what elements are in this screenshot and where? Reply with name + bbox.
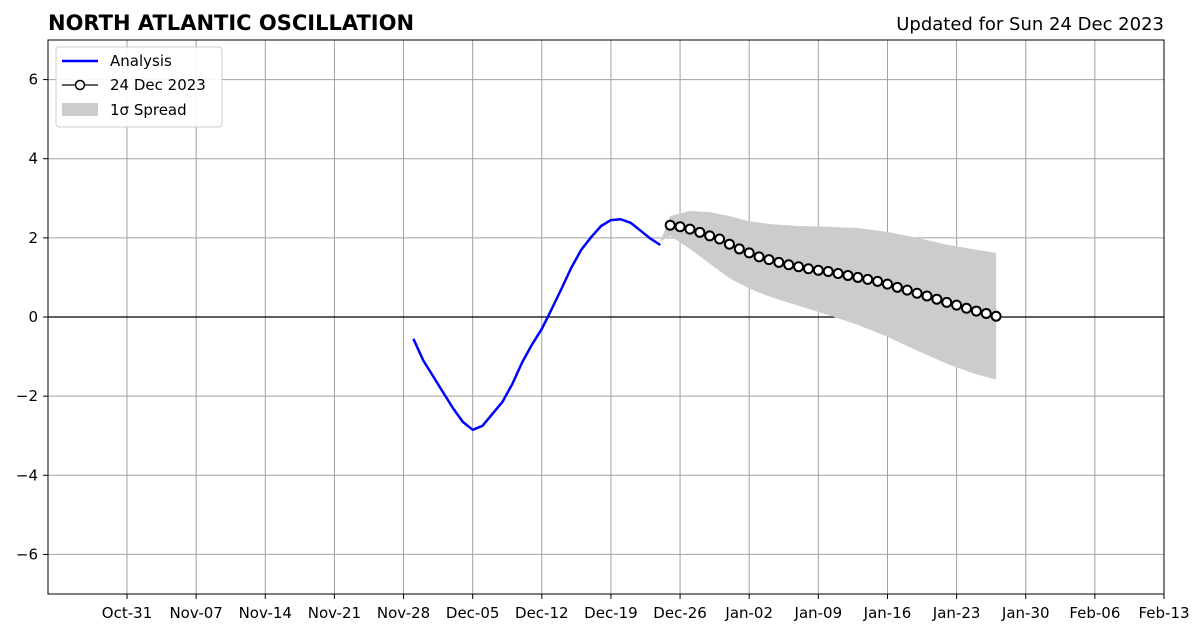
y-tick-label: −6 — [16, 545, 38, 563]
x-tick-label: Jan-23 — [932, 604, 981, 622]
x-tick-label: Feb-13 — [1138, 604, 1189, 622]
forecast-point — [783, 259, 795, 271]
forecast-point — [872, 275, 884, 287]
y-axis: −6 −4 −2 0 2 4 6 — [16, 71, 48, 563]
y-tick-label: 6 — [28, 71, 38, 89]
forecast-point — [862, 273, 874, 285]
forecast-point — [852, 271, 864, 283]
chart-title: NORTH ATLANTIC OSCILLATION — [48, 11, 414, 35]
forecast-point — [773, 256, 785, 268]
y-tick-label: 4 — [28, 150, 38, 168]
y-tick-label: 0 — [28, 308, 38, 326]
forecast-point — [921, 290, 933, 302]
forecast-point — [793, 261, 805, 273]
forecast-point — [881, 278, 893, 290]
x-tick-label: Dec-05 — [446, 604, 500, 622]
x-tick-label: Nov-21 — [308, 604, 361, 622]
y-tick-label: −2 — [16, 387, 38, 405]
forecast-point — [822, 265, 834, 277]
forecast-point — [812, 264, 824, 276]
forecast-point — [951, 299, 963, 311]
x-tick-label: Nov-07 — [169, 604, 222, 622]
x-tick-label: Nov-14 — [239, 604, 292, 622]
x-tick-label: Jan-30 — [1001, 604, 1050, 622]
forecast-point — [832, 267, 844, 279]
x-tick-label: Dec-12 — [515, 604, 569, 622]
forecast-point — [842, 269, 854, 281]
y-tick-label: −4 — [16, 466, 38, 484]
legend: Analysis 24 Dec 2023 1σ Spread — [55, 46, 223, 128]
legend-spread-label: 1σ Spread — [110, 101, 187, 119]
x-tick-label: Jan-09 — [794, 604, 843, 622]
forecast-point — [763, 254, 775, 266]
x-tick-label: Jan-02 — [724, 604, 773, 622]
series-layer — [412, 218, 1002, 432]
analysis-line — [412, 218, 661, 432]
forecast-point — [684, 223, 696, 235]
forecast-point — [723, 238, 735, 250]
forecast-point — [980, 307, 992, 319]
x-tick-label: Feb-06 — [1069, 604, 1120, 622]
forecast-point — [931, 293, 943, 305]
x-axis: Oct-31 Nov-07 Nov-14 Nov-21 Nov-28 Dec-05 Dec-… — [102, 594, 1190, 622]
forecast-point — [891, 281, 903, 293]
forecast-point — [970, 305, 982, 317]
forecast-point — [694, 226, 706, 238]
x-tick-label: Oct-31 — [102, 604, 152, 622]
legend-analysis-label: Analysis — [110, 52, 172, 70]
legend-forecast-swatch-marker — [74, 79, 86, 91]
forecast-point — [743, 247, 755, 259]
forecast-point — [733, 243, 745, 255]
forecast-point — [674, 221, 686, 233]
legend-forecast-label: 24 Dec 2023 — [110, 76, 206, 94]
x-tick-label: Dec-26 — [653, 604, 707, 622]
forecast-point — [664, 219, 676, 231]
legend-spread-swatch — [62, 103, 98, 116]
forecast-point — [960, 302, 972, 314]
forecast-point — [714, 233, 726, 245]
forecast-point — [911, 287, 923, 299]
forecast-point — [941, 296, 953, 308]
forecast-point — [990, 310, 1002, 322]
forecast-point — [704, 230, 716, 242]
chart-subtitle: Updated for Sun 24 Dec 2023 — [896, 14, 1164, 35]
forecast-point — [901, 284, 913, 296]
x-tick-label: Dec-19 — [584, 604, 638, 622]
x-tick-label: Jan-16 — [863, 604, 912, 622]
forecast-point — [753, 251, 765, 263]
forecast-point — [802, 263, 814, 275]
x-tick-label: Nov-28 — [377, 604, 430, 622]
y-tick-label: 2 — [28, 229, 38, 247]
